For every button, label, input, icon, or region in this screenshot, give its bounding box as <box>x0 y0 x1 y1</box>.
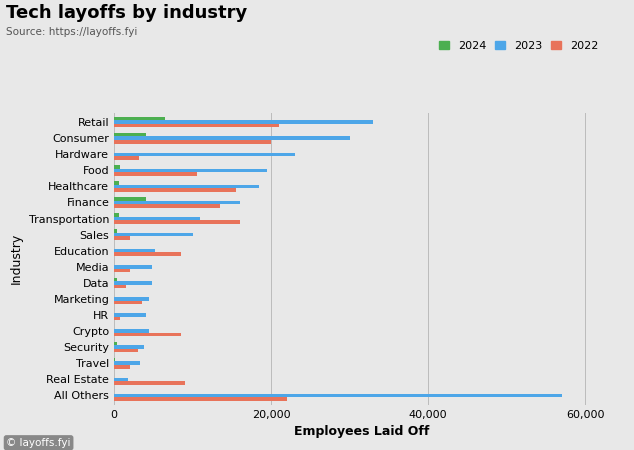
Bar <box>114 230 117 233</box>
Bar <box>114 201 240 204</box>
Bar <box>114 301 141 304</box>
Bar <box>114 249 155 252</box>
Bar <box>114 169 267 172</box>
Bar <box>114 188 236 192</box>
Bar <box>114 220 240 224</box>
Bar <box>114 252 181 256</box>
Bar <box>114 153 295 156</box>
Text: © layoffs.fyi: © layoffs.fyi <box>6 438 71 448</box>
Bar <box>114 346 144 349</box>
Bar <box>114 140 271 144</box>
Bar <box>114 236 130 240</box>
Bar <box>114 281 152 285</box>
Bar <box>114 269 130 272</box>
Bar <box>114 358 115 361</box>
Bar <box>114 378 128 381</box>
Bar <box>114 233 193 236</box>
Bar <box>114 394 562 397</box>
Bar <box>114 117 165 120</box>
Bar <box>114 317 120 320</box>
Bar <box>114 172 197 176</box>
Bar <box>114 313 146 317</box>
Bar <box>114 333 181 337</box>
Bar <box>114 181 119 184</box>
Bar <box>114 133 146 136</box>
Bar <box>114 285 126 288</box>
Bar <box>114 184 259 188</box>
Text: Source: https://layoffs.fyi: Source: https://layoffs.fyi <box>6 27 138 37</box>
Bar <box>114 156 139 160</box>
Bar <box>114 217 200 220</box>
X-axis label: Employees Laid Off: Employees Laid Off <box>294 425 429 438</box>
Bar <box>114 278 117 281</box>
Bar <box>114 120 373 124</box>
Y-axis label: Industry: Industry <box>10 233 23 284</box>
Bar <box>114 165 120 169</box>
Bar <box>114 361 140 365</box>
Bar <box>114 349 138 352</box>
Bar <box>114 397 287 400</box>
Bar <box>114 365 130 369</box>
Bar <box>114 124 279 127</box>
Bar <box>114 213 119 217</box>
Legend: 2024, 2023, 2022: 2024, 2023, 2022 <box>435 36 603 55</box>
Bar <box>114 329 150 333</box>
Bar <box>114 297 150 301</box>
Bar <box>114 265 152 269</box>
Bar <box>114 381 184 385</box>
Bar <box>114 136 349 140</box>
Bar <box>114 204 220 208</box>
Bar <box>114 342 117 346</box>
Text: Tech layoffs by industry: Tech layoffs by industry <box>6 4 248 22</box>
Bar <box>114 197 146 201</box>
